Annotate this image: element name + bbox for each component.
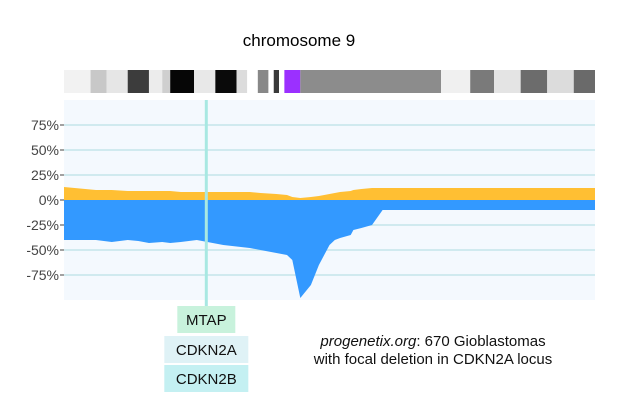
ideogram-band — [268, 70, 274, 93]
ideogram-band — [247, 70, 258, 93]
ideogram-band — [148, 70, 163, 93]
annotation-line-1: progenetix.org: 670 Gioblastomas — [319, 333, 545, 350]
y-tick-label: -25% — [26, 217, 59, 233]
ideogram-band — [106, 70, 128, 93]
annotation-line-2: with focal deletion in CDKN2A locus — [313, 351, 552, 368]
ideogram-band — [573, 70, 595, 93]
ideogram-band — [170, 70, 195, 93]
ideogram-band — [90, 70, 107, 93]
ideogram-band — [127, 70, 149, 93]
ideogram-band — [520, 70, 548, 93]
ideogram-band — [441, 70, 471, 93]
y-tick-label: 25% — [31, 167, 59, 183]
ideogram-band — [236, 70, 248, 93]
gene-label: CDKN2A — [176, 342, 237, 359]
gene-labels: MTAP CDKN2A CDKN2B — [164, 306, 249, 392]
ideogram-band — [64, 70, 91, 93]
gene-label: MTAP — [186, 312, 227, 329]
loss-area — [64, 200, 595, 298]
ideogram-band — [257, 70, 269, 93]
ideogram-band — [470, 70, 495, 93]
chromosome-ideogram — [64, 70, 595, 93]
ideogram-band — [162, 70, 171, 93]
ideogram-band — [215, 70, 237, 93]
y-tick-label: 50% — [31, 142, 59, 158]
gene-label-box — [164, 336, 249, 363]
ideogram-band — [194, 70, 216, 93]
ideogram-band — [279, 70, 285, 93]
ideogram-band — [273, 70, 280, 93]
y-tick-label: 75% — [31, 117, 59, 133]
ideogram-band — [300, 70, 442, 93]
y-tick-label: 0% — [39, 192, 59, 208]
y-tick-label: -75% — [26, 267, 59, 283]
annotation-line-1-text: : 670 Gioblastomas — [416, 333, 545, 350]
ideogram-band — [284, 70, 301, 93]
chart-title: chromosome 9 — [243, 31, 355, 50]
annotation-emphasis: progenetix.org — [319, 333, 417, 350]
y-tick-label: -50% — [26, 242, 59, 258]
gene-label-box — [164, 365, 249, 392]
ideogram-band — [547, 70, 574, 93]
gene-label: CDKN2B — [176, 371, 237, 388]
gene-label-box — [177, 306, 236, 333]
ideogram-band — [494, 70, 521, 93]
y-axis: 75% 50% 25% 0% -25% -50% -75% — [26, 117, 64, 283]
gain-area — [64, 187, 595, 200]
